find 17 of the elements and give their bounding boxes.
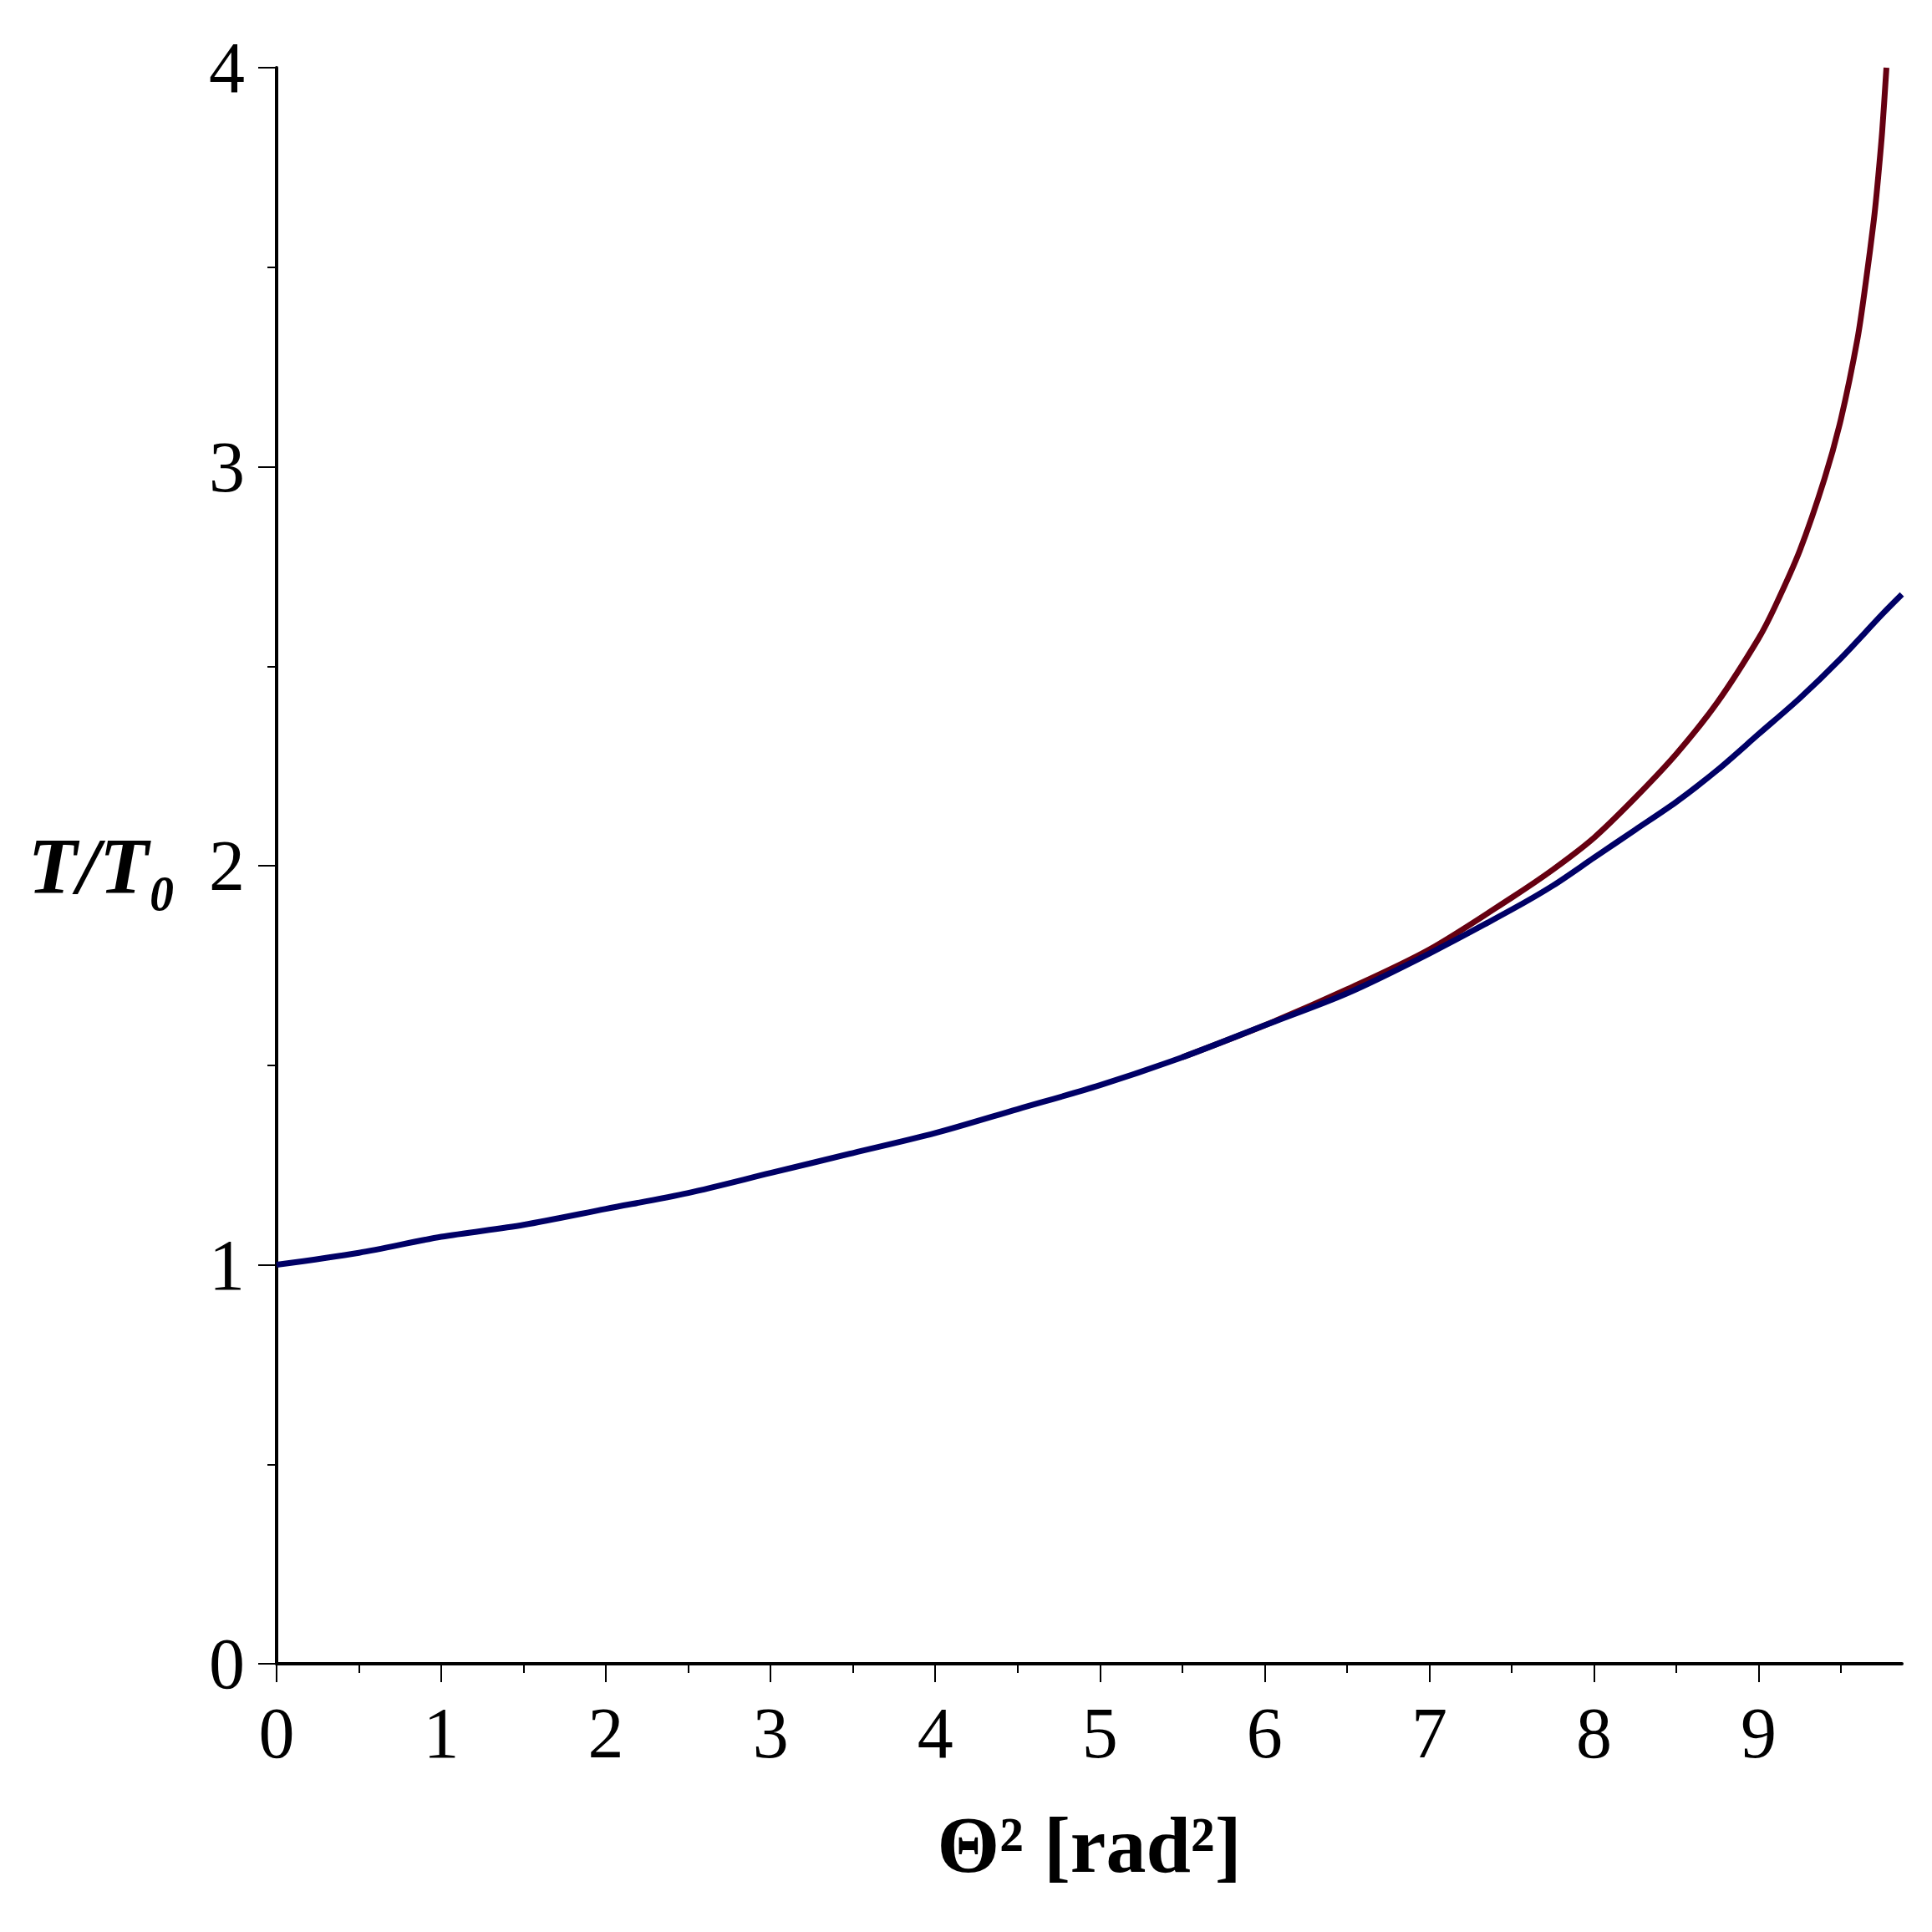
- x-tick-label: 5: [1081, 1693, 1118, 1773]
- x-tick-label: 6: [1246, 1693, 1283, 1773]
- x-axis-title: Θ² [rad²]: [937, 1799, 1242, 1889]
- x-tick-label: 8: [1575, 1693, 1612, 1773]
- x-tick-label: 4: [917, 1693, 953, 1773]
- x-tick-label: 0: [258, 1693, 295, 1773]
- y-axis-title: T/T₀: [28, 821, 176, 911]
- y-tick-label: 2: [209, 826, 245, 906]
- x-tick-label: 7: [1411, 1693, 1447, 1773]
- y-tick-label: 4: [209, 28, 245, 108]
- y-tick-label: 0: [209, 1624, 245, 1704]
- y-tick-label: 3: [209, 426, 245, 507]
- x-tick-label: 3: [752, 1693, 789, 1773]
- y-tick-label: 1: [209, 1224, 245, 1305]
- x-tick-label: 9: [1741, 1693, 1777, 1773]
- x-tick-label: 1: [423, 1693, 460, 1773]
- x-tick-label: 2: [587, 1693, 624, 1773]
